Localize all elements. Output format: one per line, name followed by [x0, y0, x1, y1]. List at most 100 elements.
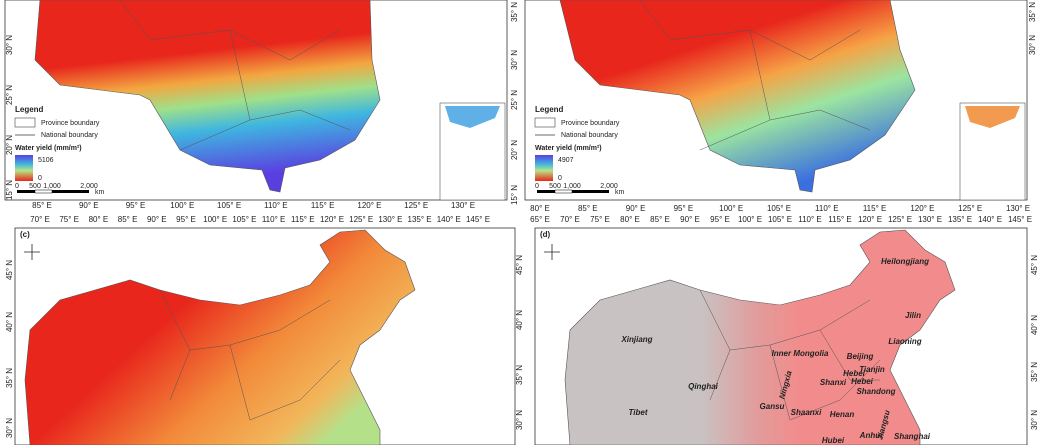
scale-bar: [17, 190, 89, 193]
province-label: Tibet: [629, 408, 648, 417]
lon-label: 75° E: [59, 215, 79, 224]
lon-label: 130° E: [451, 201, 475, 210]
legend-variable: Water yield (mm/m²): [15, 145, 82, 152]
lon-label: 90° E: [147, 215, 167, 224]
lon-label: 130° E: [918, 215, 942, 224]
lon-label: 100° E: [738, 215, 762, 224]
lat-label: 30° N: [1028, 35, 1037, 55]
lon-label: 125° E: [349, 215, 373, 224]
scale-label: 0: [15, 183, 19, 190]
province-label: Shandong: [856, 387, 895, 396]
color-ramp: [15, 155, 33, 181]
lat-label: 35° N: [1028, 2, 1037, 22]
lon-label: 70° E: [30, 215, 50, 224]
panel-frame: [524, 0, 1028, 201]
lon-label: 105° E: [768, 215, 792, 224]
lat-label: 30° N: [510, 50, 519, 70]
color-ramp: [535, 155, 553, 181]
province-label: Hebei: [851, 377, 874, 386]
lat-label: 25° N: [5, 85, 14, 105]
lon-label: 105° E: [217, 201, 241, 210]
lon-label: 90° E: [79, 201, 99, 210]
scale-label: 500: [29, 183, 41, 190]
lon-label: 120° E: [320, 215, 344, 224]
lat-label: 40° N: [515, 310, 524, 330]
lat-label: 35° N: [1030, 362, 1039, 382]
panel-label: (c): [20, 230, 30, 239]
lat-label: 35° N: [515, 365, 524, 385]
lon-label: 115° E: [291, 215, 315, 224]
lat-label: 45° N: [515, 255, 524, 275]
legend-title: Legend: [535, 105, 564, 114]
panel-frame: [534, 227, 1028, 445]
scale-bar: [554, 189, 573, 194]
lon-label: 95° E: [674, 204, 694, 213]
lon-label: 135° E: [948, 215, 972, 224]
province-label: Hubei: [822, 436, 845, 445]
lon-label: 125° E: [888, 215, 912, 224]
map-water-yield: [559, 0, 916, 193]
lon-label: 95° E: [710, 215, 730, 224]
province-label: Jilin: [905, 311, 921, 320]
legend-item: Province boundary: [41, 120, 100, 127]
lon-label: 110° E: [798, 215, 822, 224]
lon-label: 120° E: [910, 204, 934, 213]
legend-min: 0: [38, 175, 42, 182]
lon-label: 145° E: [1008, 215, 1032, 224]
lon-label: 70° E: [560, 215, 580, 224]
lon-label: 100° E: [719, 204, 743, 213]
legend-min: 0: [558, 175, 562, 182]
lon-label: 95° E: [176, 215, 196, 224]
scale-bar: [537, 190, 609, 193]
lat-label: 25° N: [510, 90, 519, 110]
panel-frame: [14, 227, 516, 445]
scale-label: 2,000: [80, 183, 98, 190]
map-panel-d: [564, 229, 956, 445]
lat-label: 40° N: [1030, 315, 1039, 335]
province-label: Inner Mongolia: [772, 349, 829, 358]
lat-label: 20° N: [5, 135, 14, 155]
lat-label: 35° N: [5, 368, 14, 388]
lon-label: 100° E: [170, 201, 194, 210]
lon-label: 90° E: [626, 204, 646, 213]
scale-unit: km: [615, 189, 625, 196]
lon-label: 110° E: [264, 201, 288, 210]
lon-label: 140° E: [978, 215, 1002, 224]
lon-label: 135° E: [408, 215, 432, 224]
lon-label: 130° E: [378, 215, 402, 224]
scale-label: 1,000: [563, 183, 581, 190]
scale-bar: [34, 189, 53, 194]
province-label: Shanghai: [894, 432, 931, 441]
scale-label: 2,000: [600, 183, 618, 190]
province-label: Hebei: [843, 369, 866, 378]
province-label: Qinghai: [688, 382, 719, 391]
legend-item: Province boundary: [561, 120, 620, 127]
lon-label: 120° E: [357, 201, 381, 210]
legend-max: 4907: [558, 157, 574, 164]
lon-label: 120° E: [858, 215, 882, 224]
legend-variable: Water yield (mm/m²): [535, 145, 602, 152]
compass: [24, 244, 560, 260]
lon-label: 85° E: [32, 201, 52, 210]
province-label: Shanxi: [820, 378, 847, 387]
map-water-yield: [34, 0, 381, 193]
lat-label: 15° N: [5, 180, 14, 200]
lon-label: 110° E: [815, 204, 839, 213]
legend-item: National boundary: [561, 132, 618, 139]
scale-label: 1,000: [43, 183, 61, 190]
lon-label: 115° E: [311, 201, 335, 210]
scale-label: 0: [535, 183, 539, 190]
panel-label: (d): [540, 230, 551, 239]
lat-label: 15° N: [510, 185, 519, 205]
lon-label: 130° E: [1006, 204, 1030, 213]
legend-max: 5106: [38, 157, 54, 164]
lon-label: 85° E: [118, 215, 138, 224]
province-label: Xinjiang: [620, 335, 652, 344]
map-panel-c: [24, 229, 416, 445]
lon-label: 65° E: [530, 215, 550, 224]
lon-label: 105° E: [232, 215, 256, 224]
lat-label: 20° N: [510, 140, 519, 160]
inset-land: [445, 106, 500, 128]
legend-item: National boundary: [41, 132, 98, 139]
province-label: Gansu: [760, 402, 785, 411]
